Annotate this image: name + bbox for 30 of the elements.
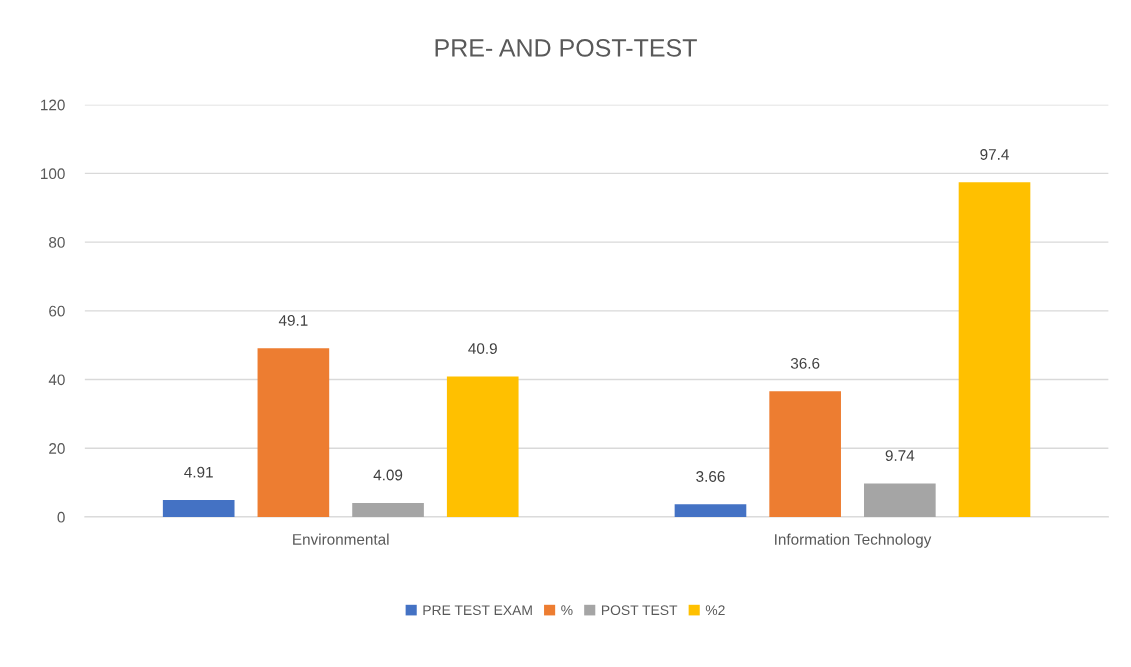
legend-label: % — [561, 605, 573, 616]
data-label: 4.09 — [373, 469, 403, 481]
bar — [769, 391, 841, 517]
bar — [674, 504, 747, 517]
y-tick-label: 20 — [49, 443, 65, 454]
x-tick-label: Information Technology — [775, 533, 932, 548]
legend-label: %2 — [705, 605, 725, 616]
y-tick-label: 40 — [48, 374, 65, 386]
data-label: 97.4 — [980, 149, 1009, 160]
data-label: 4.91 — [184, 466, 213, 478]
bar — [162, 500, 235, 517]
legend-label: POST TEST — [601, 605, 678, 616]
y-tick-label: 120 — [41, 99, 65, 111]
bar — [352, 502, 424, 517]
y-tick-label: 0 — [57, 511, 65, 523]
chart-title: PRE- AND POST-TEST — [435, 39, 697, 57]
data-label: 40.9 — [468, 343, 497, 354]
data-label: 3.66 — [696, 471, 725, 482]
y-tick-label: 100 — [41, 168, 65, 180]
bar — [864, 483, 936, 517]
bar — [958, 182, 1031, 517]
x-tick-label: Environmental — [293, 533, 389, 545]
data-label: 49.1 — [278, 314, 308, 326]
bar — [446, 376, 519, 517]
data-label: 36.6 — [790, 357, 820, 369]
legend-label: PRE TEST EXAM — [423, 605, 532, 616]
y-tick-label: 80 — [49, 236, 65, 248]
bar — [257, 348, 330, 517]
y-tick-label: 60 — [49, 305, 65, 317]
data-label: 9.74 — [885, 450, 915, 461]
